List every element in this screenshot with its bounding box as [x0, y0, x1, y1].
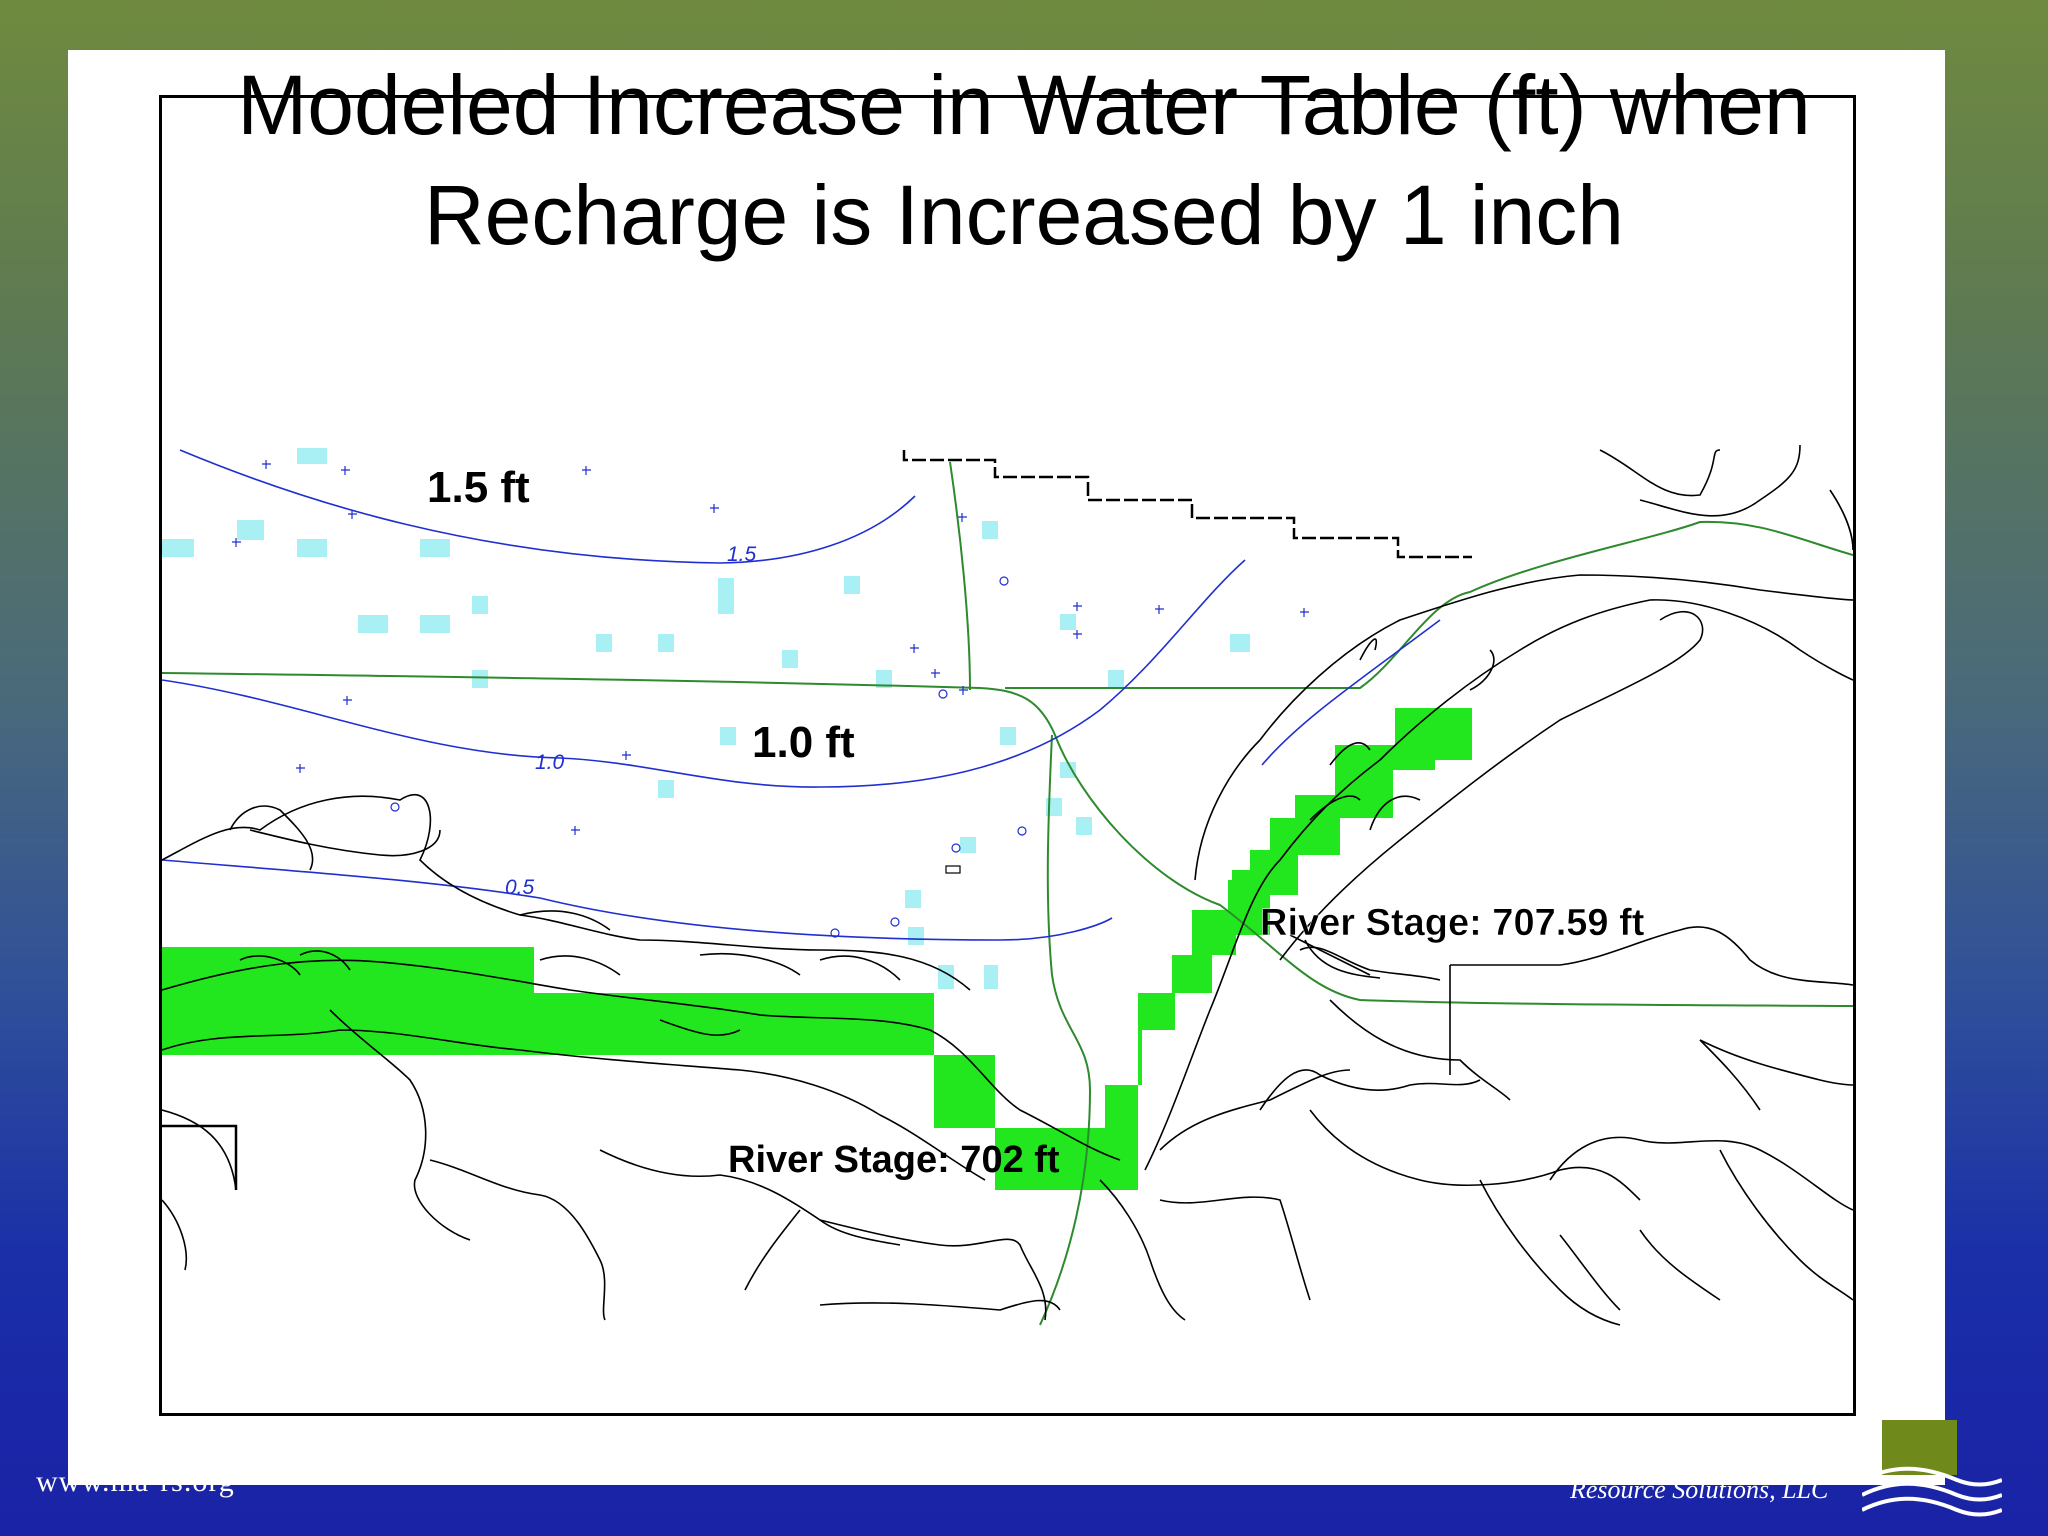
svg-text:1.0: 1.0	[535, 751, 565, 774]
well-plus-18	[958, 513, 967, 522]
well-plus-10	[571, 826, 580, 835]
river-cells-west	[162, 947, 534, 1055]
well-box-1	[945, 865, 961, 874]
well-plus-14	[1073, 602, 1082, 611]
streams	[162, 444, 1853, 1326]
well-plus-3	[348, 510, 357, 519]
well-plus-2	[341, 466, 350, 475]
title-line-2: Recharge is Increased by 1 inch	[424, 168, 1624, 262]
river-cells-southeast	[1075, 1085, 1138, 1190]
well-circle-1	[999, 576, 1009, 586]
well-circle-6	[830, 928, 840, 938]
label-river-stage-bottom: River Stage: 702 ft	[728, 1139, 1060, 1181]
footer-company: Resource Solutions, LLC	[1570, 1475, 1829, 1504]
river-cells-north	[1138, 708, 1472, 1085]
well-circle-2	[938, 689, 948, 699]
well-plus-6	[232, 538, 241, 547]
well-plus-13	[959, 686, 968, 695]
well-plus-8	[296, 764, 305, 773]
well-symbols	[232, 460, 1309, 938]
well-plus-9	[622, 751, 631, 760]
river-cells-center	[534, 993, 934, 1055]
well-plus-1	[262, 460, 271, 469]
well-plus-7	[343, 696, 352, 705]
well-circle-5	[390, 802, 400, 812]
title-line-1: Modeled Increase in Water Table (ft) whe…	[237, 58, 1811, 152]
well-plus-16	[1155, 605, 1164, 614]
footer-url: www.ma-rs.org	[36, 1465, 235, 1498]
company-logo-icon	[1862, 1420, 2002, 1517]
well-circle-7	[890, 917, 900, 927]
well-plus-11	[910, 644, 919, 653]
well-plus-5	[710, 504, 719, 513]
label-river-stage-right: River Stage: 707.59 ft	[1260, 902, 1645, 944]
model-boundary	[162, 450, 1472, 1190]
label-contour-1-5: 1.5 ft	[427, 463, 530, 512]
well-cells	[162, 448, 1250, 989]
well-plus-15	[1073, 630, 1082, 639]
well-plus-4	[582, 466, 591, 475]
svg-text:1.5: 1.5	[727, 543, 757, 566]
contours	[162, 449, 1441, 941]
label-contour-1-0: 1.0 ft	[752, 718, 855, 767]
well-circle-4	[951, 843, 961, 853]
svg-text:0.5: 0.5	[505, 876, 535, 899]
contour-labels: 1.5 1.0 0.5	[505, 543, 757, 899]
well-plus-17	[1300, 608, 1309, 617]
well-circle-3	[1017, 826, 1027, 836]
map-frame	[159, 95, 1856, 1416]
river-cells-bend	[934, 1055, 1060, 1190]
slide-title: Modeled Increase in Water Table (ft) whe…	[0, 50, 2048, 270]
well-plus-12	[931, 669, 940, 678]
roads	[162, 461, 1853, 1326]
